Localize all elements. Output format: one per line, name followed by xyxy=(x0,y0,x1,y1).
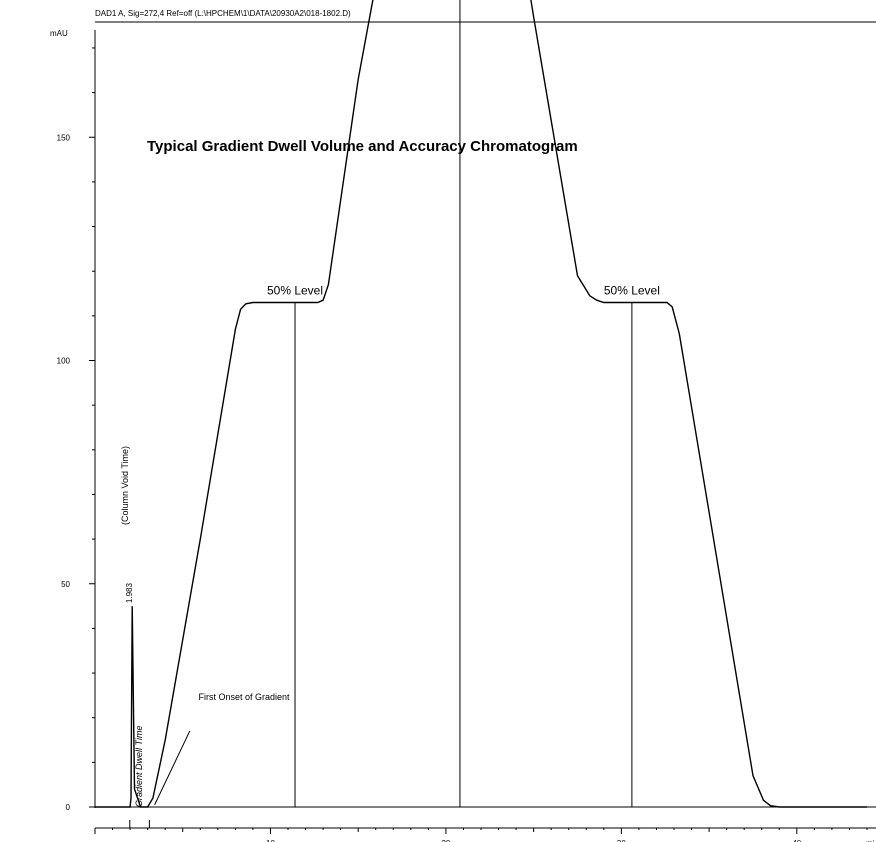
y-axis-ticks: 050100150200250300 xyxy=(57,47,95,812)
onset-pointer-line xyxy=(154,730,191,805)
y-tick-label: 100 xyxy=(57,357,71,366)
chromatogram-trace xyxy=(95,0,867,808)
peak-time-label: 1.983 xyxy=(125,583,134,604)
onset-of-gradient-label: First Onset of Gradient xyxy=(199,692,291,702)
chart-title: Typical Gradient Dwell Volume and Accura… xyxy=(147,138,578,155)
x-tick-label: 30 xyxy=(617,839,626,842)
x-tick-label: 10 xyxy=(266,839,275,842)
x-tick-label: 20 xyxy=(441,839,450,842)
y-tick-label: 150 xyxy=(57,133,71,142)
level-marker-label: 50% Level xyxy=(604,283,660,297)
level-marker-label: 50% Level xyxy=(267,283,323,297)
column-void-time-label: (Column Void Time) xyxy=(120,446,130,525)
x-tick-label: 40 xyxy=(792,839,801,842)
x-axis-unit-label: mi xyxy=(866,839,875,842)
x-axis-ticks: 10 20 30 40 mi xyxy=(94,828,875,842)
y-tick-label: 50 xyxy=(61,580,70,589)
signal-header: DAD1 A, Sig=272,4 Ref=off (L:\HPCHEM\1\D… xyxy=(95,9,351,18)
baseline-event-ticks xyxy=(129,820,150,828)
y-tick-label: 0 xyxy=(66,803,71,812)
gradient-dwell-time-label: Gradient Dwell Time xyxy=(134,726,144,807)
y-axis-label: mAU xyxy=(50,29,68,38)
